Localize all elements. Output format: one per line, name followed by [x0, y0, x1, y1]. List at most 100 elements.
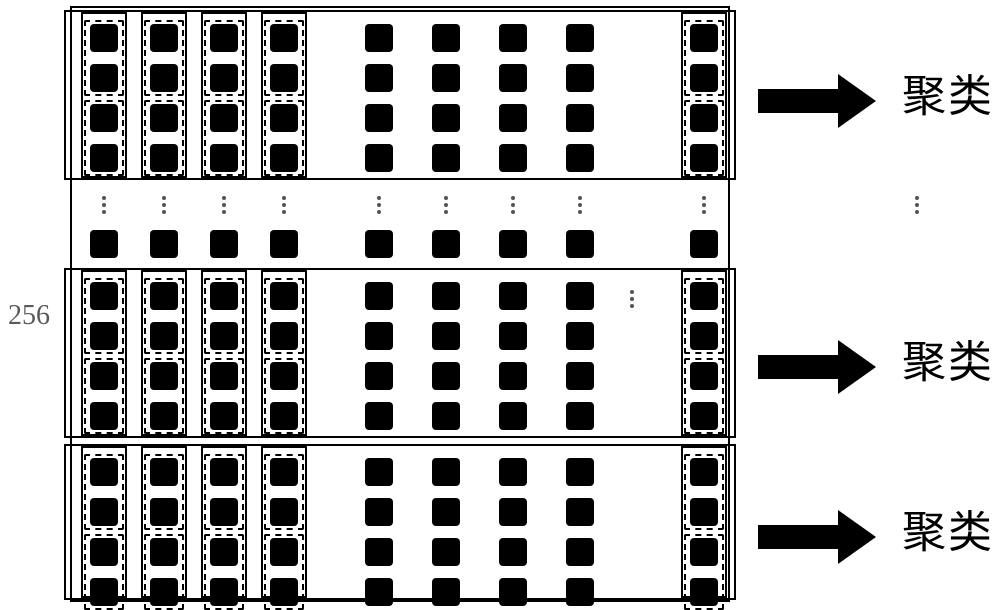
matrix-cell: [365, 64, 393, 92]
matrix-cell: [690, 362, 718, 390]
matrix-cell: [150, 362, 178, 390]
matrix-cell: [432, 24, 460, 52]
matrix-cell: [365, 362, 393, 390]
matrix-cell: [432, 362, 460, 390]
matrix-cell: [566, 362, 594, 390]
matrix-cell: [365, 282, 393, 310]
arrow-right: [758, 74, 876, 128]
matrix-cell: [210, 282, 238, 310]
matrix-cell: [90, 322, 118, 350]
matrix-cell: [365, 538, 393, 566]
matrix-cell: [90, 578, 118, 606]
matrix-cell: [270, 24, 298, 52]
matrix-cell: [499, 578, 527, 606]
matrix-cell: [150, 64, 178, 92]
matrix-cell: [270, 458, 298, 486]
matrix-cell: [150, 104, 178, 132]
vdots: [162, 196, 166, 214]
matrix-cell: [432, 402, 460, 430]
matrix-cell: [150, 230, 178, 258]
matrix-cell: [690, 458, 718, 486]
matrix-cell: [566, 538, 594, 566]
matrix-cell: [690, 230, 718, 258]
matrix-cell: [150, 402, 178, 430]
matrix-cell: [270, 498, 298, 526]
matrix-cell: [499, 458, 527, 486]
matrix-cell: [432, 104, 460, 132]
arrow-right: [758, 340, 876, 394]
matrix-cell: [270, 538, 298, 566]
matrix-cell: [690, 578, 718, 606]
matrix-cell: [90, 282, 118, 310]
matrix-cell: [210, 104, 238, 132]
matrix-cell: [690, 24, 718, 52]
matrix-cell: [432, 498, 460, 526]
label-cluster: 聚类: [902, 496, 994, 560]
matrix-cell: [90, 64, 118, 92]
matrix-cell: [270, 230, 298, 258]
matrix-cell: [432, 538, 460, 566]
vdots-right: [915, 196, 919, 214]
matrix-cell: [210, 64, 238, 92]
matrix-cell: [432, 322, 460, 350]
matrix-cell: [499, 538, 527, 566]
matrix-cell: [432, 230, 460, 258]
matrix-cell: [365, 402, 393, 430]
matrix-cell: [566, 282, 594, 310]
arrow-right: [758, 510, 876, 564]
matrix-cell: [499, 498, 527, 526]
label-cluster: 聚类: [902, 326, 994, 390]
matrix-cell: [270, 578, 298, 606]
matrix-cell: [365, 24, 393, 52]
matrix-cell: [566, 104, 594, 132]
matrix-cell: [566, 578, 594, 606]
matrix-cell: [690, 282, 718, 310]
matrix-cell: [432, 458, 460, 486]
matrix-cell: [499, 104, 527, 132]
matrix-cell: [150, 24, 178, 52]
matrix-cell: [150, 322, 178, 350]
matrix-cell: [90, 498, 118, 526]
matrix-cell: [90, 230, 118, 258]
matrix-cell: [566, 458, 594, 486]
vdots: [222, 196, 226, 214]
matrix-cell: [270, 402, 298, 430]
matrix-cell: [90, 458, 118, 486]
matrix-cell: [150, 498, 178, 526]
matrix-cell: [566, 64, 594, 92]
matrix-cell: [270, 64, 298, 92]
matrix-cell: [690, 538, 718, 566]
matrix-cell: [365, 230, 393, 258]
matrix-cell: [690, 498, 718, 526]
matrix-cell: [566, 322, 594, 350]
matrix-cell: [365, 322, 393, 350]
matrix-cell: [499, 282, 527, 310]
matrix-cell: [210, 458, 238, 486]
matrix-cell: [90, 362, 118, 390]
matrix-cell: [270, 362, 298, 390]
matrix-cell: [210, 144, 238, 172]
matrix-cell: [690, 402, 718, 430]
matrix-cell: [566, 402, 594, 430]
matrix-cell: [150, 144, 178, 172]
matrix-cell: [365, 104, 393, 132]
matrix-cell: [499, 230, 527, 258]
matrix-cell: [566, 144, 594, 172]
matrix-cell: [365, 144, 393, 172]
matrix-cell: [210, 24, 238, 52]
vdots: [578, 196, 582, 214]
matrix-cell: [90, 104, 118, 132]
matrix-cell: [566, 498, 594, 526]
matrix-cell: [499, 362, 527, 390]
matrix-cell: [210, 538, 238, 566]
matrix-cell: [90, 402, 118, 430]
matrix-cell: [432, 64, 460, 92]
matrix-cell: [499, 402, 527, 430]
matrix-cell: [90, 24, 118, 52]
matrix-cell: [270, 322, 298, 350]
vdots: [102, 196, 106, 214]
matrix-cell: [690, 64, 718, 92]
matrix-cell: [499, 24, 527, 52]
matrix-cell: [690, 322, 718, 350]
matrix-cell: [210, 498, 238, 526]
